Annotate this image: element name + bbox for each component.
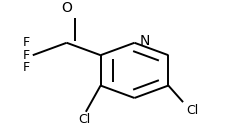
Text: N: N bbox=[140, 34, 150, 48]
Text: F: F bbox=[23, 49, 30, 62]
Text: Cl: Cl bbox=[185, 104, 197, 116]
Text: Cl: Cl bbox=[78, 113, 90, 126]
Text: F: F bbox=[23, 36, 30, 49]
Text: O: O bbox=[61, 1, 72, 15]
Text: F: F bbox=[23, 61, 30, 74]
